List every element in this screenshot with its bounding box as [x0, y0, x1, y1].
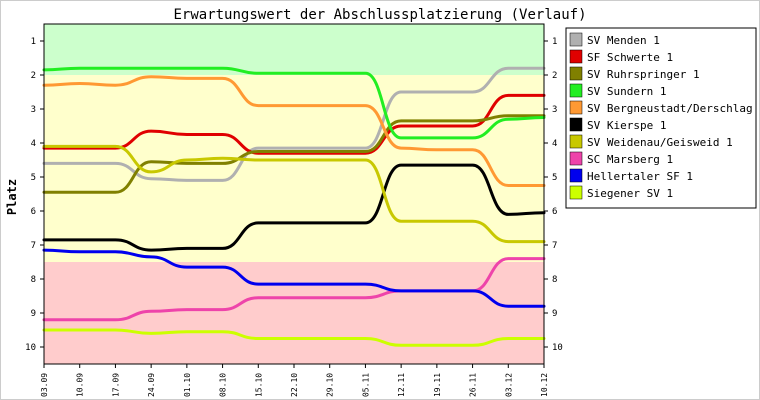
legend-label-6: SV Kierspe 1 [587, 119, 666, 132]
legend-label-5: SV Bergneustadt/Derschlag 1 [587, 102, 760, 115]
series-line-7 [42, 144, 546, 244]
legend-swatch-9 [569, 168, 583, 183]
legend-label-3: SV Ruhrspringer 1 [587, 68, 700, 81]
zone-band-3 [44, 262, 544, 364]
legend-label-2: SF Schwerte 1 [587, 51, 673, 64]
x-tick-label: 12.11 [397, 373, 406, 397]
legend-swatch-7 [569, 134, 583, 149]
y-tick-label-right: 9 [552, 309, 557, 319]
y-tick-label-right: 10 [552, 343, 563, 353]
legend-label-8: SC Marsberg 1 [587, 153, 673, 166]
series-line-6 [42, 163, 546, 252]
y-tick-label-right: 6 [552, 207, 557, 217]
legend-swatch-2 [569, 49, 583, 64]
x-tick-label: 22.10 [290, 373, 299, 397]
series-line-3 [42, 114, 546, 194]
legend-swatch-6 [569, 117, 583, 132]
y-tick-label-right: 3 [552, 105, 557, 115]
zone-band-1 [44, 24, 544, 75]
series-line-2 [42, 93, 546, 155]
series-line-4 [42, 66, 546, 140]
legend-swatch-3 [569, 66, 583, 81]
y-tick-label-left: 5 [31, 173, 36, 183]
zone-band-2 [44, 75, 544, 262]
x-tick-label: 03.09 [40, 373, 49, 397]
series-lines [42, 66, 546, 347]
series-line-10 [42, 328, 546, 347]
y-tick-label-left: 7 [31, 241, 36, 251]
legend-label-9: Hellertaler SF 1 [587, 170, 693, 183]
x-tick-label: 01.10 [183, 373, 192, 397]
legend-label-10: Siegener SV 1 [587, 187, 673, 200]
legend-swatch-10 [569, 185, 583, 200]
y-tick-label-left: 10 [25, 343, 36, 353]
y-tick-label-right: 8 [552, 275, 557, 285]
y-tick-label-left: 2 [31, 71, 36, 81]
legend-swatch-4 [569, 83, 583, 98]
y-tick-label-left: 1 [31, 37, 36, 47]
y-tick-label-left: 4 [31, 139, 36, 149]
series-line-9 [42, 248, 546, 308]
y-tick-label-right: 5 [552, 173, 557, 183]
x-tick-label: 03.12 [504, 373, 513, 397]
series-line-1 [42, 66, 546, 182]
x-tick-label: 19.11 [433, 373, 442, 397]
y-axis-label: Platz [5, 179, 19, 215]
legend-box [565, 27, 757, 209]
x-tick-label: 15.10 [254, 373, 263, 397]
y-tick-label-left: 3 [31, 105, 36, 115]
x-tick-label: 08.10 [219, 373, 228, 397]
y-tick-label-right: 1 [552, 37, 557, 47]
y-tick-label-left: 8 [31, 275, 36, 285]
y-tick-label-right: 7 [552, 241, 557, 251]
legend-label-4: SV Sundern 1 [587, 85, 666, 98]
axes: 1 1 2 2 3 3 4 4 5 5 6 6 7 7 8 8 9 9 10 10 03.09 10.09 17.09 24.… [25, 23, 563, 397]
x-tick-label: 05.11 [361, 373, 370, 397]
x-tick-label: 10.12 [540, 373, 549, 397]
legend: SV Menden 1 SF Schwerte 1 SV Ruhrspringer … [565, 27, 760, 209]
x-tick-label: 26.11 [469, 373, 478, 397]
y-tick-label-right: 4 [552, 139, 557, 149]
legend-label-7: SV Weidenau/Geisweid 1 [587, 136, 733, 149]
series-line-5 [42, 75, 546, 187]
legend-label-1: SV Menden 1 [587, 34, 660, 47]
y-tick-label-right: 2 [552, 71, 557, 81]
legend-swatch-5 [569, 100, 583, 115]
y-tick-label-left: 6 [31, 207, 36, 217]
zone-layer [44, 24, 544, 364]
chart-title: Erwartungswert der Abschlussplatzierung … [173, 7, 586, 23]
y-tick-label-left: 9 [31, 309, 36, 319]
x-tick-label: 29.10 [326, 373, 335, 397]
x-tick-label: 10.09 [76, 373, 85, 397]
x-tick-label: 17.09 [111, 373, 120, 397]
x-tick-label: 24.09 [147, 373, 156, 397]
legend-swatch-8 [569, 151, 583, 166]
legend-swatch-1 [569, 32, 583, 47]
